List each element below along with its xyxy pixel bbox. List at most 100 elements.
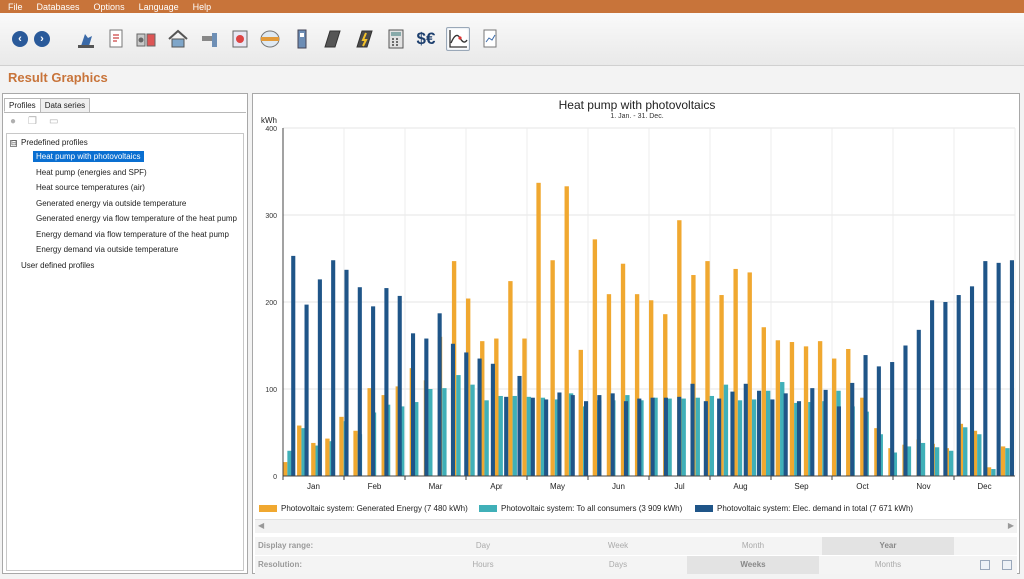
- bar: [986, 467, 992, 476]
- bar: [344, 269, 349, 476]
- legend-swatch: [695, 505, 713, 512]
- tree-item-heat-source-temps[interactable]: Heat source temperatures (air): [36, 183, 145, 192]
- delete-icon[interactable]: ●: [10, 116, 17, 127]
- tool-button-10[interactable]: [352, 27, 376, 51]
- bar: [414, 402, 419, 476]
- y-axis-unit-label: kWh: [261, 116, 277, 125]
- tool-button-4[interactable]: [166, 27, 190, 51]
- resolution-weeks-option[interactable]: Weeks: [687, 556, 819, 574]
- tool-button-1[interactable]: [74, 27, 98, 51]
- page-title: Result Graphics: [8, 70, 108, 85]
- x-tick-label: Mar: [429, 482, 443, 491]
- tree-item-demand-outside[interactable]: Energy demand via outside temperature: [36, 245, 178, 254]
- menu-bar: File Databases Options Language Help: [0, 0, 1024, 13]
- tool-button-5[interactable]: [198, 27, 222, 51]
- menu-options[interactable]: Options: [93, 1, 125, 12]
- bar: [470, 384, 475, 476]
- horizontal-scrollbar[interactable]: ◀ ▶: [255, 519, 1017, 533]
- heat-pump-unit-icon: [136, 33, 156, 47]
- bar: [832, 358, 837, 476]
- copy-icon[interactable]: [1002, 560, 1012, 570]
- tree-item-gen-outside[interactable]: Generated energy via outside temperature: [36, 199, 186, 208]
- tree-item-heat-pump-pv[interactable]: Heat pump with photovoltaics: [33, 151, 144, 162]
- result-graphics-icon: [449, 30, 468, 48]
- bar: [996, 262, 1001, 476]
- bar: [464, 352, 469, 476]
- bar: [494, 338, 499, 476]
- bar: [863, 355, 868, 476]
- menu-language[interactable]: Language: [138, 1, 179, 12]
- bar: [906, 446, 912, 476]
- tree-item-gen-flow[interactable]: Generated energy via flow temperature of…: [36, 214, 237, 223]
- tree-item-label: Heat pump with photovoltaics: [33, 151, 144, 162]
- tool-button-9[interactable]: [320, 27, 344, 51]
- tool-button-7[interactable]: [258, 27, 282, 51]
- back-button[interactable]: ‹: [12, 31, 28, 47]
- bar: [526, 396, 532, 476]
- bar: [592, 239, 598, 476]
- x-tick-label: Sep: [794, 482, 809, 491]
- bar: [703, 401, 708, 476]
- duplicate-icon[interactable]: ❐: [28, 116, 38, 127]
- tool-button-8[interactable]: [290, 27, 314, 51]
- bar: [610, 393, 615, 476]
- resolution-hours-option[interactable]: Hours: [472, 560, 494, 569]
- tool-button-6[interactable]: [228, 27, 252, 51]
- legend-swatch: [479, 505, 497, 512]
- scroll-left-icon[interactable]: ◀: [258, 521, 265, 530]
- tool-button-12[interactable]: $€: [414, 27, 438, 51]
- bar: [775, 340, 781, 476]
- bar: [357, 287, 362, 476]
- tree-node-predefined[interactable]: ⊟ Predefined profiles: [10, 138, 88, 147]
- display-day-option[interactable]: Day: [475, 541, 491, 550]
- bar: [331, 260, 336, 476]
- menu-file[interactable]: File: [8, 1, 23, 12]
- tree-item-demand-flow[interactable]: Energy demand via flow temperature of th…: [36, 230, 229, 239]
- display-year-option[interactable]: Year: [822, 537, 954, 555]
- menu-databases[interactable]: Databases: [36, 1, 80, 12]
- bar: [983, 261, 988, 476]
- resolution-months-option[interactable]: Months: [874, 560, 902, 569]
- resolution-row: Resolution: Hours Days Weeks Months: [255, 556, 1017, 574]
- x-tick-label: Jan: [307, 482, 320, 491]
- bar: [719, 295, 724, 476]
- bar: [424, 338, 429, 476]
- tool-button-2[interactable]: [104, 27, 128, 51]
- bar: [723, 384, 729, 476]
- bar: [311, 442, 316, 476]
- new-profile-icon[interactable]: ▭: [49, 116, 59, 127]
- save-icon[interactable]: [980, 560, 990, 570]
- bar: [903, 345, 908, 476]
- legend-swatch: [259, 505, 277, 512]
- tool-button-11[interactable]: [384, 27, 408, 51]
- document-icon: [109, 29, 123, 48]
- menu-help[interactable]: Help: [192, 1, 212, 12]
- tool-button-13[interactable]: [446, 27, 470, 51]
- bar: [681, 398, 686, 476]
- forward-button[interactable]: ›: [34, 31, 50, 47]
- tab-profiles[interactable]: Profiles: [4, 98, 41, 112]
- collapse-icon[interactable]: ⊟: [10, 140, 17, 147]
- tree-item-heat-pump-spf[interactable]: Heat pump (energies and SPF): [36, 168, 147, 177]
- tool-button-14[interactable]: [478, 27, 502, 51]
- tree-node-user-defined[interactable]: User defined profiles: [21, 261, 94, 270]
- x-tick-label: Nov: [916, 482, 930, 491]
- display-month-option[interactable]: Month: [741, 541, 765, 550]
- bar: [765, 390, 771, 476]
- bar: [287, 450, 292, 476]
- x-tick-label: Jun: [612, 482, 625, 491]
- tool-button-3[interactable]: [134, 27, 158, 51]
- bar: [1005, 448, 1010, 476]
- bar: [623, 401, 629, 476]
- tab-data-series[interactable]: Data series: [39, 98, 91, 112]
- y-tick-label: 100: [265, 387, 277, 394]
- display-week-option[interactable]: Week: [607, 541, 629, 550]
- bar: [428, 389, 433, 476]
- bar: [796, 401, 802, 476]
- profiles-tree: ⊟ Predefined profiles Heat pump with phot…: [6, 133, 244, 571]
- resolution-days-option[interactable]: Days: [608, 560, 628, 569]
- scroll-right-icon[interactable]: ▶: [1007, 521, 1014, 530]
- chart-legend: Photovoltaic system: Generated Energy (7…: [253, 504, 1021, 518]
- bar: [540, 397, 546, 476]
- bar: [637, 398, 642, 476]
